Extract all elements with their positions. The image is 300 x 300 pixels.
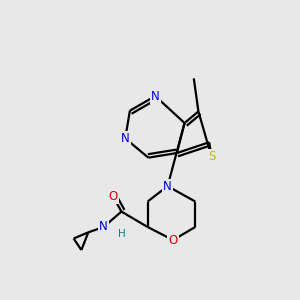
Text: H: H xyxy=(118,229,125,239)
Text: N: N xyxy=(121,132,130,145)
Text: N: N xyxy=(151,90,160,103)
Text: S: S xyxy=(208,150,215,164)
Text: N: N xyxy=(99,220,108,233)
Text: O: O xyxy=(168,233,178,247)
Text: O: O xyxy=(108,190,118,203)
Text: N: N xyxy=(163,180,172,193)
